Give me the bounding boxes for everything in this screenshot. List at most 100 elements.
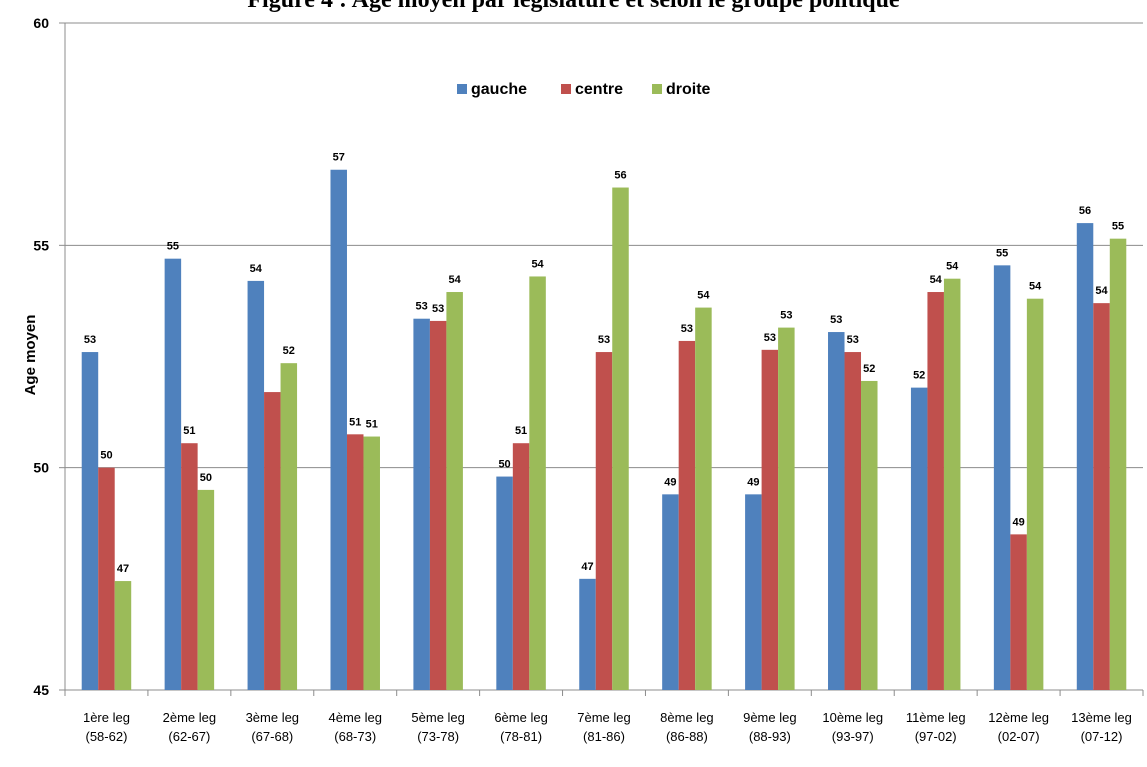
data-label: 51 <box>349 416 361 428</box>
x-tick-label: 11ème leg <box>906 710 966 725</box>
x-tick-label: 2ème leg <box>163 710 216 725</box>
legend-swatch-droite <box>652 84 662 94</box>
x-tick-label: (68-73) <box>334 729 376 744</box>
legend-label-droite: droite <box>666 81 711 98</box>
data-label: 49 <box>1012 516 1024 528</box>
legend-swatch-centre <box>561 84 571 94</box>
bar-droite <box>1026 298 1044 690</box>
bar-centre <box>429 320 447 690</box>
bar-droite <box>1109 238 1127 690</box>
bar-gauche <box>164 258 182 690</box>
data-label: 53 <box>432 303 444 315</box>
data-label: 54 <box>449 274 462 286</box>
data-label: 55 <box>1112 221 1124 233</box>
bar-gauche <box>910 387 928 690</box>
data-label: 56 <box>1079 205 1091 217</box>
bar-centre <box>927 292 944 690</box>
x-tick-label: 7ème leg <box>577 710 630 725</box>
data-labels-layer: 53 55 54 57 53 50 47 49 49 53 52 55 56 50 51 51 53 51 53 53… <box>84 152 1124 575</box>
x-tick-label: 1ère leg <box>83 710 130 725</box>
data-label: 50 <box>498 459 510 471</box>
bar-gauche <box>330 169 347 691</box>
data-label: 53 <box>780 310 792 322</box>
bar-centre <box>595 352 613 690</box>
bar-gauche <box>828 332 845 690</box>
data-label: 53 <box>830 314 842 326</box>
x-tick-label: (93-97) <box>832 729 874 744</box>
x-tick-label: (67-68) <box>251 729 293 744</box>
bar-droite <box>778 327 795 690</box>
bar-gauche <box>247 280 265 690</box>
bar-gauche <box>662 494 679 690</box>
bar-droite <box>612 187 629 690</box>
x-tick-label: 5ème leg <box>411 710 464 725</box>
bar-gauche <box>413 318 430 690</box>
data-label: 53 <box>84 334 96 346</box>
bar-droite <box>363 436 380 690</box>
y-tick-label: 50 <box>33 460 49 476</box>
data-label: 54 <box>1029 281 1042 293</box>
bar-centre <box>346 434 364 690</box>
x-tick-label: 6ème leg <box>494 710 547 725</box>
legend-label-centre: centre <box>575 81 623 98</box>
data-label: 47 <box>581 561 593 573</box>
bar-centre <box>512 443 530 690</box>
data-label: 54 <box>250 263 263 275</box>
data-label: 51 <box>183 425 195 437</box>
data-label: 50 <box>200 472 212 484</box>
x-tick-label: (97-02) <box>915 729 957 744</box>
y-tick-label: 55 <box>33 237 49 253</box>
x-tick-label: (81-86) <box>583 729 625 744</box>
bar-gauche <box>579 578 596 690</box>
data-label: 51 <box>366 419 378 431</box>
data-label: 55 <box>167 241 179 253</box>
x-tick-label: 3ème leg <box>246 710 299 725</box>
y-axis-label: Age moyen <box>22 315 39 396</box>
data-label: 57 <box>333 152 345 164</box>
data-label: 56 <box>614 170 626 182</box>
data-label: 49 <box>664 476 676 488</box>
data-label: 47 <box>117 563 129 575</box>
bar-centre <box>1093 303 1110 690</box>
y-tick-label: 45 <box>33 682 49 698</box>
data-label: 53 <box>598 334 610 346</box>
x-tick-label: (58-62) <box>86 729 128 744</box>
bar-droite <box>446 292 463 690</box>
bar-droite <box>529 276 546 690</box>
x-tick-label: 9ème leg <box>743 710 796 725</box>
x-tick-label: 13ème leg <box>1071 710 1132 725</box>
x-tick-label: 12ème leg <box>988 710 1049 725</box>
chart-title: Figure 4 : Age moyen par législature et … <box>247 0 900 13</box>
bar-centre <box>1010 534 1027 690</box>
legend-label-gauche: gauche <box>471 81 527 98</box>
bar-gauche <box>496 476 513 690</box>
bar-droite <box>695 307 712 690</box>
data-label: 52 <box>283 345 295 357</box>
data-label: 54 <box>946 261 959 273</box>
data-label: 53 <box>847 334 859 346</box>
data-label: 54 <box>930 274 943 286</box>
bar-centre <box>98 467 115 690</box>
bar-droite <box>114 581 132 690</box>
legend: gauche centre droite <box>457 81 711 98</box>
x-tick-label: (88-93) <box>749 729 791 744</box>
data-label: 54 <box>531 258 544 270</box>
bar-gauche <box>1076 223 1094 690</box>
x-tick-label: (02-07) <box>998 729 1040 744</box>
data-label: 52 <box>863 363 875 375</box>
legend-swatch-gauche <box>457 84 467 94</box>
bars-layer <box>81 169 1127 691</box>
x-tick-label: 10ème leg <box>822 710 883 725</box>
x-tick-label: (73-78) <box>417 729 459 744</box>
bar-centre <box>761 349 779 690</box>
data-label: 52 <box>913 370 925 382</box>
bar-gauche <box>81 352 99 690</box>
data-label: 55 <box>996 247 1008 259</box>
bar-centre <box>678 340 696 690</box>
bar-centre <box>264 392 281 690</box>
data-label: 51 <box>515 425 527 437</box>
data-label: 54 <box>697 290 710 302</box>
y-tick-label: 60 <box>33 15 49 31</box>
bar-centre <box>844 352 862 690</box>
